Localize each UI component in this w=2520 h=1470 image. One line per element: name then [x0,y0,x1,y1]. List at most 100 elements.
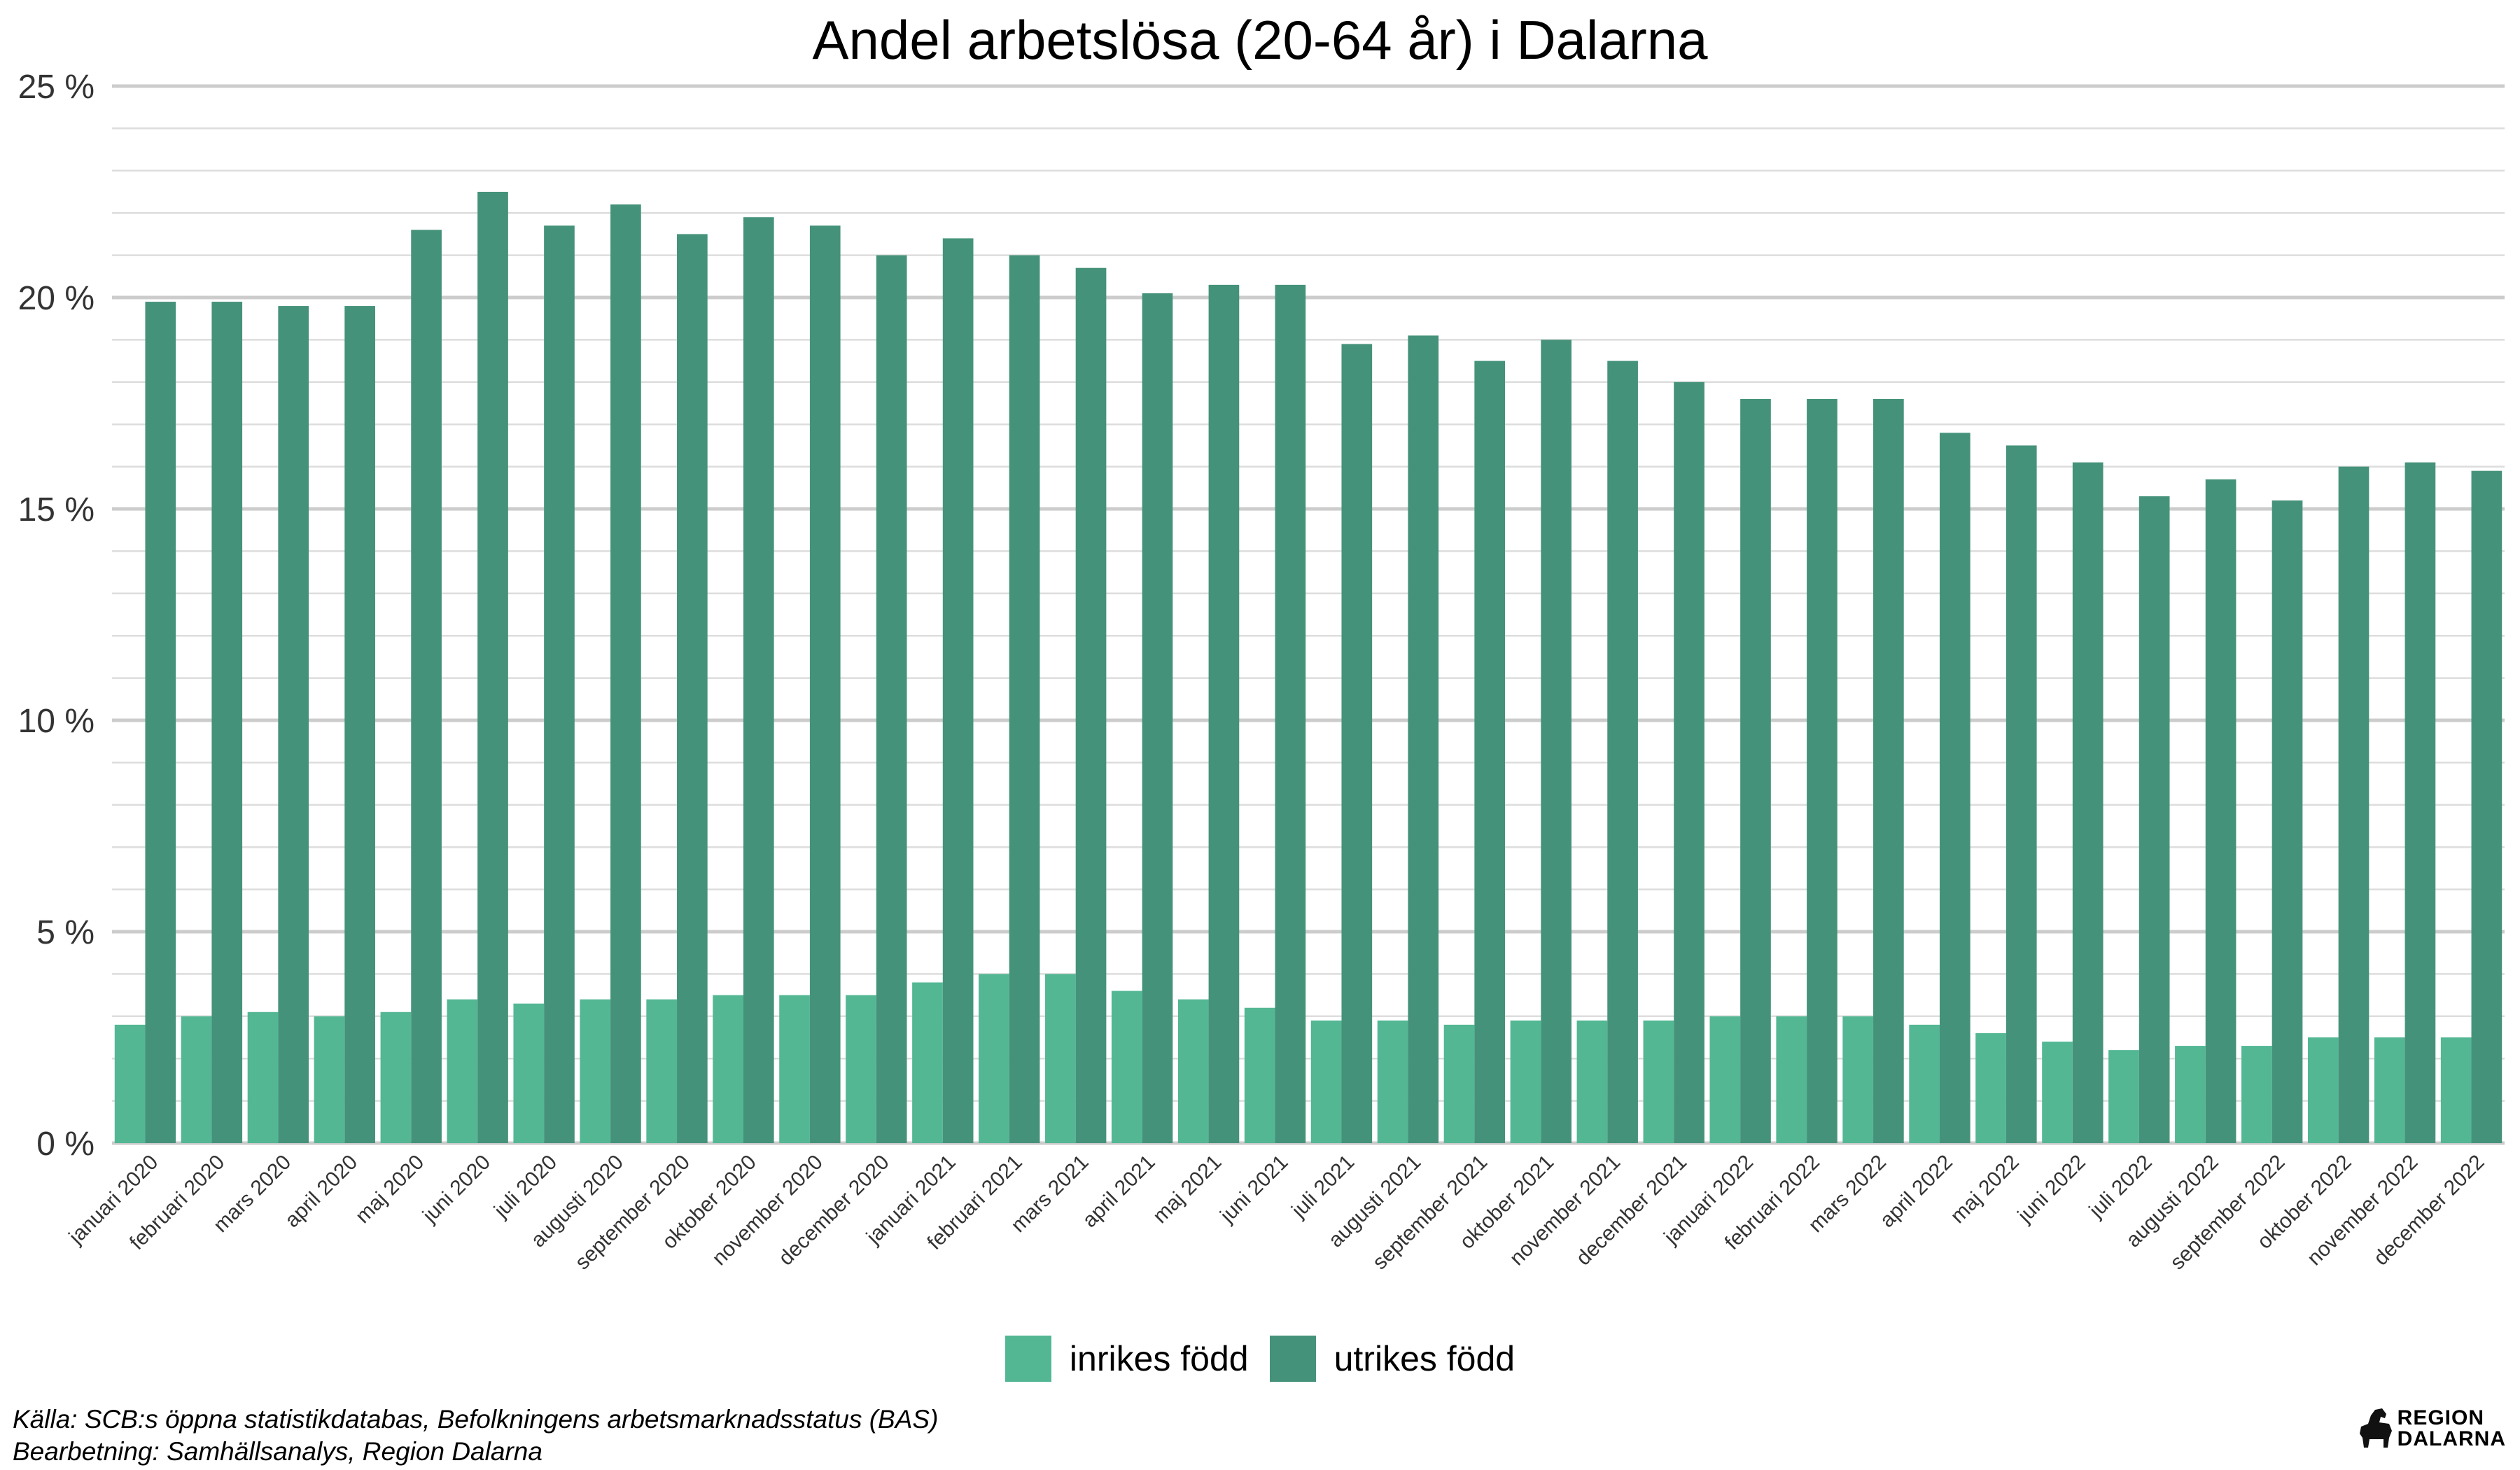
bar-utrikes[interactable] [2272,500,2303,1143]
bar-inrikes[interactable] [447,999,478,1143]
bar-utrikes[interactable] [2138,496,2170,1143]
bar-utrikes[interactable] [1474,360,1506,1143]
bar-utrikes[interactable] [1275,284,1306,1143]
bar-inrikes[interactable] [1842,1016,1874,1143]
bar-utrikes[interactable] [610,204,641,1143]
bar-utrikes[interactable] [211,302,243,1143]
bar-inrikes[interactable] [1377,1020,1408,1143]
bar-inrikes[interactable] [2042,1042,2073,1143]
grid-lines [112,84,2505,1145]
bar-utrikes[interactable] [1408,335,1439,1143]
bar-utrikes[interactable] [145,302,176,1143]
legend-swatch-utrikes [1269,1336,1316,1382]
bar-utrikes[interactable] [477,192,508,1143]
bar-inrikes[interactable] [779,995,810,1143]
processing-note: Bearbetning: Samhällsanalys, Region Dala… [13,1437,542,1466]
bar-utrikes[interactable] [1674,382,1704,1143]
bar-utrikes[interactable] [2404,462,2436,1143]
bar-utrikes[interactable] [411,230,442,1143]
bar-inrikes[interactable] [2374,1037,2405,1143]
bar-inrikes[interactable] [2440,1037,2472,1143]
bar-inrikes[interactable] [1576,1020,1608,1143]
bar-utrikes[interactable] [1142,293,1173,1144]
bar-inrikes[interactable] [114,1024,146,1143]
bar-utrikes[interactable] [1341,344,1373,1144]
bar-utrikes[interactable] [2471,470,2502,1143]
bar-inrikes[interactable] [513,1003,545,1143]
bar-inrikes[interactable] [380,1011,412,1143]
bar-inrikes[interactable] [2307,1037,2339,1143]
bar-utrikes[interactable] [1807,398,1837,1144]
bar-utrikes[interactable] [2205,479,2236,1143]
bar-inrikes[interactable] [1643,1020,1674,1143]
y-tick-label: 10 % [18,703,94,740]
bar-utrikes[interactable] [2338,466,2370,1143]
x-tick-label: juni 2021 [1215,1151,1292,1228]
x-tick-label: juni 2022 [2013,1151,2090,1228]
bar-utrikes[interactable] [2005,445,2037,1143]
x-tick-label: april 2021 [1078,1151,1160,1233]
bar-inrikes[interactable] [1310,1020,1342,1143]
bar-utrikes[interactable] [1541,340,1572,1143]
bar-inrikes[interactable] [1975,1032,2006,1143]
y-tick-label: 15 % [18,491,94,528]
x-tick-label: september 2022 [2166,1151,2290,1275]
bar-utrikes[interactable] [544,225,575,1143]
bar-inrikes[interactable] [1045,974,1076,1143]
bar-inrikes[interactable] [646,999,678,1143]
bar-utrikes[interactable] [1009,255,1040,1144]
bar-inrikes[interactable] [1443,1024,1475,1143]
x-tick-label: april 2020 [281,1151,363,1233]
bar-utrikes[interactable] [1939,433,1970,1143]
legend-label-utrikes: utrikes född [1334,1339,1516,1378]
bar-utrikes[interactable] [344,306,375,1144]
bar-inrikes[interactable] [1111,990,1142,1143]
bar-utrikes[interactable] [2072,462,2104,1143]
source-note: Källa: SCB:s öppna statistikdatabas, Bef… [13,1405,939,1434]
bar-inrikes[interactable] [314,1016,345,1143]
bar-utrikes[interactable] [1740,398,1771,1144]
bar-utrikes[interactable] [677,234,708,1143]
bar-inrikes[interactable] [580,999,611,1143]
bar-inrikes[interactable] [247,1011,279,1143]
bar-chart: 0 % 5 % 10 % 15 % 20 % 25 % januari 2020febru… [18,69,2505,1275]
bar-inrikes[interactable] [1709,1016,1741,1143]
bar-inrikes[interactable] [1776,1016,1807,1143]
bar-inrikes[interactable] [1177,999,1209,1143]
bar-utrikes[interactable] [876,255,907,1144]
bar-inrikes[interactable] [979,974,1009,1143]
bar-inrikes[interactable] [1510,1020,1541,1143]
bar-utrikes[interactable] [743,217,774,1143]
bar-inrikes[interactable] [2241,1046,2272,1143]
chart-title: Andel arbetslösa (20-64 år) i Dalarna [812,9,1708,71]
bar-inrikes[interactable] [2175,1046,2206,1143]
bar-inrikes[interactable] [846,995,876,1143]
legend-item-utrikes[interactable]: utrikes född [1269,1336,1516,1382]
bar-utrikes[interactable] [809,225,841,1143]
legend-item-inrikes[interactable]: inrikes född [1004,1336,1249,1382]
bar-inrikes[interactable] [1909,1024,1940,1143]
bar-inrikes[interactable] [2108,1050,2139,1143]
bar-inrikes[interactable] [181,1016,212,1143]
legend-label-inrikes: inrikes född [1069,1339,1249,1378]
region-logo: REGION DALARNA [2354,1407,2506,1450]
x-tick-label: april 2022 [1875,1151,1957,1233]
dala-horse-icon [2359,1408,2392,1448]
bar-utrikes[interactable] [942,238,974,1144]
bar-utrikes[interactable] [1607,360,1638,1143]
x-tick-label: maj 2022 [1946,1151,2024,1228]
x-tick-label: september 2020 [570,1151,694,1275]
bar-inrikes[interactable] [912,982,943,1143]
bar-utrikes[interactable] [1208,284,1240,1143]
bar-inrikes[interactable] [713,995,743,1143]
bar-utrikes[interactable] [1075,267,1107,1144]
footer: Källa: SCB:s öppna statistikdatabas, Bef… [13,1404,938,1468]
x-tick-label: maj 2020 [351,1151,429,1228]
bar-inrikes[interactable] [1244,1007,1275,1143]
bar-utrikes[interactable] [1873,398,1904,1144]
bar-utrikes[interactable] [278,306,309,1144]
logo-line1: REGION [2397,1406,2485,1429]
x-tick-label: juni 2020 [418,1151,495,1228]
x-tick-label: maj 2021 [1149,1151,1226,1228]
